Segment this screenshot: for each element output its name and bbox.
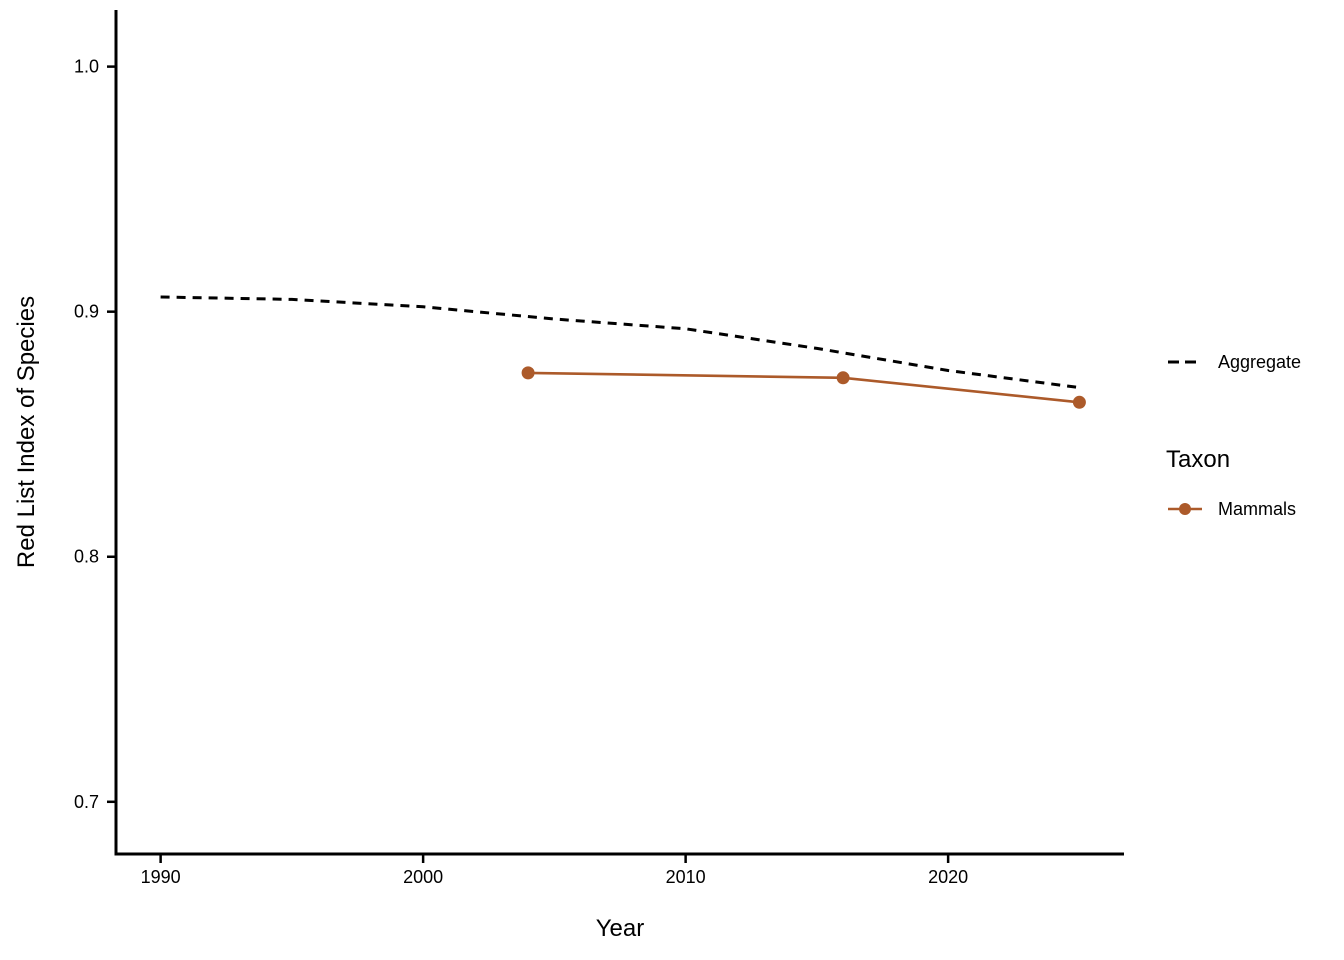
y-axis-title: Red List Index of Species: [13, 295, 40, 569]
legend-title-taxon: Taxon: [1166, 446, 1231, 473]
x-axis-title: Year: [595, 915, 645, 942]
dashed-line-key-icon: [1168, 360, 1196, 364]
legend-label-aggregate: Aggregate: [1218, 351, 1302, 372]
y-tick-label: 0.8: [74, 547, 99, 567]
y-tick-label: 0.9: [74, 302, 99, 322]
mammals-point: [1072, 395, 1086, 409]
mammals-point: [836, 371, 850, 385]
mammals-point: [521, 366, 535, 380]
legend-label-mammals: Mammals: [1218, 498, 1297, 519]
x-tick-label: 2010: [666, 867, 706, 887]
aggregate-line: [160, 295, 1080, 390]
y-tick-label: 1.0: [74, 57, 99, 77]
x-tick-label: 1990: [141, 867, 181, 887]
x-tick-label: 2020: [928, 867, 968, 887]
mammals-line: [528, 371, 1080, 404]
mammals-key-point: [1179, 503, 1191, 515]
x-tick-label: 2000: [403, 867, 443, 887]
legend-item-aggregate: Aggregate: [1168, 351, 1301, 373]
legend-item-mammals: Mammals: [1168, 498, 1296, 520]
y-tick-label: 0.7: [74, 792, 99, 812]
point-line-key-icon: [1168, 503, 1202, 515]
